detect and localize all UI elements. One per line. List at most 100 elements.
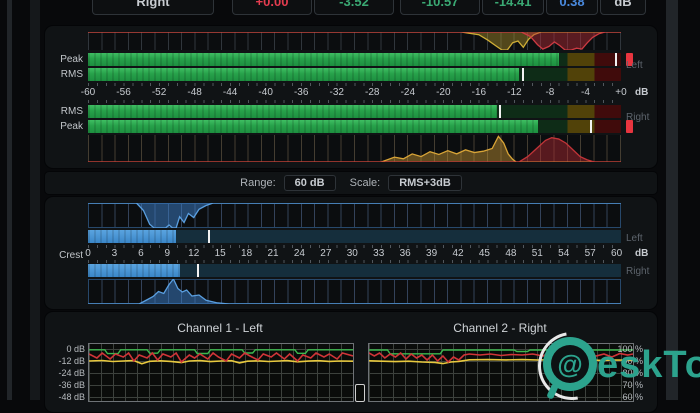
scale-tick-label: -52 [151, 87, 167, 98]
readout-text: -10.57 [421, 0, 459, 9]
scale-tick-label: +0 [615, 87, 627, 98]
readout-text: -14.41 [494, 0, 532, 9]
range-select[interactable]: 60 dB [283, 175, 336, 191]
axis-label: 0 dB [66, 344, 85, 354]
right-channel-label: Right [626, 112, 650, 123]
db-unit-label: dB [614, 0, 632, 9]
meter-tick-marker [521, 68, 524, 81]
peak-hold-indicator-left [626, 53, 633, 66]
watermark-text: eskTop [597, 344, 700, 386]
meter-fill [88, 264, 180, 277]
readout-text: -3.52 [339, 0, 369, 9]
meter-tick-marker [589, 120, 592, 133]
axis-label: 90 % [622, 356, 643, 366]
meter-fill [88, 120, 539, 133]
meter-scale-unit: dB [635, 87, 649, 98]
scale-tick-label: 24 [293, 248, 305, 259]
scale-tick-label: -28 [365, 87, 380, 98]
crest-curve-left [88, 203, 621, 228]
scale-tick-label: -4 [581, 87, 590, 98]
value-readout-peak[interactable]: -3.52 [314, 0, 394, 15]
scale-tick-label: 18 [241, 248, 253, 259]
peak-hold-indicator-right [626, 120, 633, 133]
watermark-logo-glyph: @ [557, 349, 583, 379]
axis-label: 60 % [622, 392, 643, 402]
scale-tick-label: 60 [611, 248, 623, 259]
peak-rms-distribution-right [88, 135, 621, 162]
audio-meter-plugin-window: { "topbar": { "channel_select": "Right",… [7, 0, 700, 413]
window-right-scrollbar[interactable] [666, 0, 678, 400]
value-readout-rms-avg[interactable]: -14.41 [482, 0, 544, 15]
rms-right-row-label: RMS [60, 106, 83, 117]
rms-meter-left [88, 68, 621, 81]
crest-scale: 0 3 6 9 12 15 18 21 24 27 30 33 36 39 42 45 48 51 54 57 60 [85, 248, 623, 259]
scale-tick-label: -48 [187, 87, 202, 98]
scale-tick-label: -40 [258, 87, 273, 98]
graph-title-left: Channel 1 - Left [177, 321, 263, 335]
db-unit-button[interactable]: dB [600, 0, 646, 15]
scale-tick-label: 21 [267, 248, 279, 259]
rms-left-row-label: RMS [60, 69, 83, 80]
scale-tick-label: 30 [346, 248, 358, 259]
scale-tick-label: 48 [505, 248, 517, 259]
meter-tick-marker [614, 53, 617, 66]
scale-tick-label: -32 [329, 87, 344, 98]
channel-select[interactable]: Right [92, 0, 214, 15]
readout-text: 0.38 [559, 0, 585, 9]
scale-tick-label: -16 [471, 87, 487, 98]
scale-tick-label: 39 [426, 248, 438, 259]
crest-meter-left [88, 230, 621, 243]
history-graph-left [88, 343, 354, 402]
axis-label: -12 dB [58, 356, 85, 366]
value-readout-correlation[interactable]: 0.38 [546, 0, 598, 15]
meter-tick-marker [207, 230, 210, 243]
scale-tick-label: -24 [400, 87, 416, 98]
scale-tick-label: -60 [80, 87, 96, 98]
crest-curve-right [88, 279, 621, 304]
value-readout-peak-max[interactable]: +0.00 [232, 0, 312, 15]
right-channel-label: Right [626, 266, 650, 277]
graph-divider-handle[interactable] [355, 384, 365, 402]
scale-tick-strip [88, 100, 621, 103]
channel-select-value: Right [136, 0, 170, 9]
scale-tick-label: 3 [111, 248, 118, 259]
scale-select[interactable]: RMS+3dB [388, 175, 462, 191]
scale-tick-label: 12 [188, 248, 200, 259]
axis-label: -48 dB [58, 392, 85, 402]
watermark-logo: @ [543, 337, 597, 391]
meter-track [88, 230, 621, 243]
scale-tick-label: -20 [436, 87, 451, 98]
axis-label: -36 dB [58, 380, 85, 390]
crest-scale-unit: dB [635, 248, 649, 259]
axis-label: 100 % [617, 344, 643, 354]
scale-tick-label: 36 [399, 248, 411, 259]
peak-left-row-label: Peak [60, 54, 83, 65]
axis-label: 70 % [622, 380, 643, 390]
peak-rms-distribution-left [88, 32, 621, 50]
rms-meter-right [88, 105, 621, 118]
history-graph-panel: Channel 1 - Left Channel 2 - Right 0 dB -… [45, 312, 657, 412]
scale-tick-label: -36 [293, 87, 309, 98]
scale-tick-label: 27 [320, 248, 332, 259]
meter-scale: -60 -56 -52 -48 -44 -40 -36 -32 -28 -24 -20 -16 -12 -… [81, 87, 627, 98]
value-readout-rms[interactable]: -10.57 [400, 0, 480, 15]
scale-tick-label: -44 [222, 87, 238, 98]
window-left-inner-edge [30, 0, 40, 400]
meter-track [88, 264, 621, 277]
meter-settings-bar: Range: 60 dB Scale: RMS+3dB [45, 172, 657, 194]
readout-text: +0.00 [255, 0, 289, 9]
watermark-logo-inner [551, 345, 589, 383]
meter-tick-marker [499, 105, 502, 118]
percent-axis: 100 % 90 % 80 % 70 % 60 % [595, 343, 643, 403]
meter-tick-marker [197, 264, 200, 277]
scale-tick-label: 0 [85, 248, 91, 259]
meter-fill [88, 105, 497, 118]
scale-tick-label: 54 [558, 248, 570, 259]
crest-row-label: Crest [59, 250, 83, 261]
scale-label: Scale: [349, 177, 381, 189]
meter-fill [88, 230, 177, 243]
scale-tick-label: 42 [452, 248, 464, 259]
peak-meter-right [88, 120, 621, 133]
scale-tick-label: 57 [584, 248, 596, 259]
history-lines-left [89, 344, 353, 401]
